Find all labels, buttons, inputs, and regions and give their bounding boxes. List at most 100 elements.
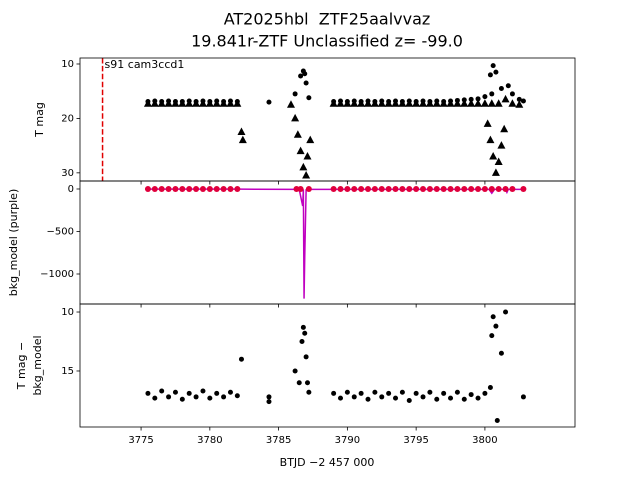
data-point	[306, 95, 312, 101]
data-point	[331, 99, 337, 105]
limit-marker	[515, 100, 524, 108]
data-point	[159, 388, 165, 394]
data-point	[331, 390, 337, 396]
data-point	[292, 368, 298, 374]
data-point	[234, 99, 240, 105]
plot-area	[101, 58, 526, 181]
data-point	[179, 185, 186, 192]
limit-marker	[486, 135, 495, 144]
data-point	[303, 354, 309, 360]
data-point	[186, 390, 192, 396]
axes-frame	[79, 180, 576, 305]
data-point	[152, 395, 158, 401]
data-point	[475, 185, 482, 192]
limit-marker	[286, 100, 295, 108]
data-point	[206, 185, 213, 192]
data-point	[296, 380, 302, 386]
limit-marker	[494, 99, 503, 107]
data-point	[386, 99, 392, 105]
data-point	[186, 185, 193, 192]
y-tick-label: 20	[61, 113, 74, 124]
data-point	[413, 99, 419, 105]
data-point	[509, 185, 516, 192]
limit-marker	[480, 99, 489, 107]
data-point	[179, 99, 185, 105]
data-point	[516, 96, 522, 102]
data-point	[337, 98, 343, 104]
data-point	[505, 83, 511, 89]
limit-marker	[489, 152, 498, 160]
data-point	[365, 98, 371, 104]
limit-marker	[491, 168, 500, 176]
data-point	[461, 97, 467, 103]
data-point	[298, 73, 304, 79]
data-point	[266, 394, 272, 400]
data-point	[490, 63, 496, 69]
data-point	[227, 185, 234, 192]
limit-marker	[238, 135, 247, 144]
limit-marker	[474, 99, 483, 107]
limit-marker	[453, 99, 462, 107]
data-point	[351, 185, 358, 192]
axes-frame	[79, 303, 576, 428]
data-point	[494, 418, 500, 424]
data-point	[379, 394, 385, 400]
data-point	[221, 394, 227, 400]
y-tick-label: −1000	[40, 269, 74, 280]
data-point	[186, 98, 192, 104]
data-point	[493, 69, 499, 75]
data-point	[344, 99, 350, 105]
limit-marker	[460, 99, 469, 107]
data-point	[159, 99, 165, 105]
data-point	[358, 390, 364, 396]
data-point	[365, 396, 371, 402]
data-point	[358, 99, 364, 105]
data-point	[498, 85, 504, 91]
data-point	[207, 395, 213, 401]
data-point	[502, 185, 509, 192]
data-point	[392, 185, 399, 192]
x-axis-label: BTJD −2 457 000	[280, 456, 375, 469]
y-tick-label: 10	[61, 59, 74, 70]
data-point	[165, 185, 172, 192]
data-point	[413, 390, 419, 396]
x-tick-label: 3795	[403, 435, 428, 446]
limit-marker	[508, 99, 517, 107]
data-point	[299, 339, 305, 345]
data-point	[461, 185, 468, 192]
data-point	[214, 98, 220, 104]
data-point	[220, 185, 227, 192]
data-point	[305, 185, 312, 192]
data-point	[351, 394, 357, 400]
data-point	[293, 185, 300, 192]
data-point	[520, 98, 526, 104]
data-point	[487, 384, 493, 390]
data-point	[302, 71, 308, 77]
data-point	[399, 99, 405, 105]
data-point	[179, 396, 185, 402]
data-point	[487, 72, 493, 78]
annotation: s91 cam3ccd1	[105, 58, 185, 71]
limit-marker	[237, 127, 246, 136]
data-point	[358, 185, 365, 192]
y-tick-label: 0	[68, 184, 74, 195]
data-point	[292, 91, 298, 97]
data-point	[520, 185, 527, 192]
data-point	[406, 397, 412, 403]
y-tick-label: 10	[61, 307, 74, 318]
data-point	[371, 185, 378, 192]
limit-marker	[487, 99, 496, 107]
data-point	[227, 98, 233, 104]
data-point	[448, 395, 454, 401]
data-point	[406, 185, 413, 192]
data-point	[302, 330, 308, 336]
data-point	[468, 392, 474, 398]
limit-marker	[306, 135, 315, 144]
x-tick-label: 3785	[266, 435, 291, 446]
data-point	[303, 80, 309, 86]
data-point	[172, 185, 179, 192]
data-point	[386, 390, 392, 396]
data-point	[489, 333, 495, 339]
data-point	[493, 323, 499, 329]
